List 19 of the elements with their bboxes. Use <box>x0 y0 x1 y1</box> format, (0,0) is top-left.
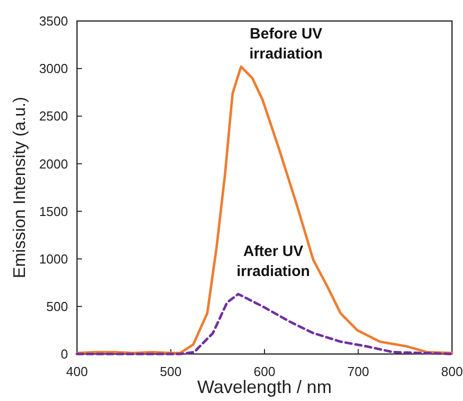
annotation: Before UV irradiation <box>249 26 323 63</box>
y-tick-label: 3500 <box>39 14 68 29</box>
x-tick-label: 700 <box>347 364 370 379</box>
y-tick-label: 1500 <box>39 204 68 219</box>
annotation: After UV irradiation <box>236 243 310 280</box>
x-tick-label: 600 <box>254 364 276 379</box>
y-tick-label: 0 <box>60 346 68 362</box>
y-tick-label: 500 <box>46 298 68 314</box>
x-axis-title: Wavelength / nm <box>197 377 332 397</box>
y-axis-title: Emission Intensity (a.u.) <box>10 96 29 278</box>
line-series <box>76 292 454 356</box>
y-tick-label: 3000 <box>39 61 68 76</box>
x-tick-label: 400 <box>66 364 88 379</box>
x-tick-label: 800 <box>441 364 463 379</box>
y-tick-label: 1000 <box>39 251 68 266</box>
line-series <box>76 65 454 354</box>
y-tick-label: 2000 <box>39 156 68 172</box>
y-tick-label: 2500 <box>39 108 68 124</box>
x-tick-label: 500 <box>160 364 182 379</box>
